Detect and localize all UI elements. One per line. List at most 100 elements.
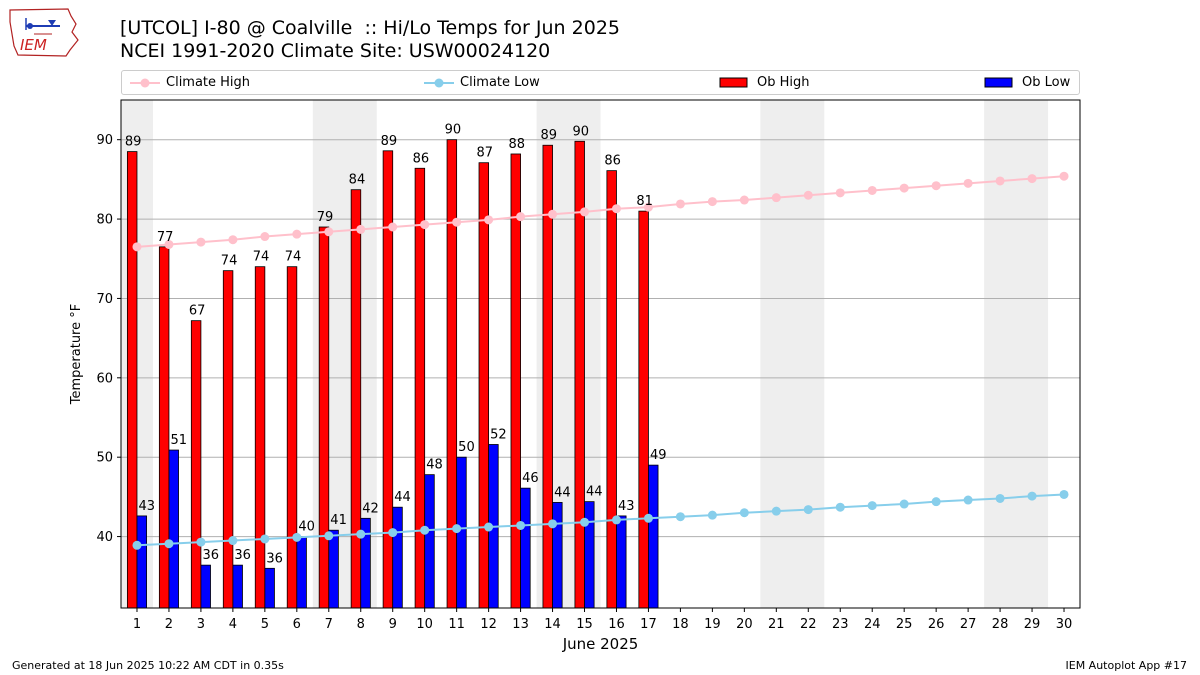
iem-logo: IEM	[9, 8, 79, 57]
climate-high-line	[136, 175, 1065, 248]
ob-low-bar	[200, 564, 211, 609]
climate-high-point	[707, 197, 717, 207]
x-tick-label: 15	[576, 617, 593, 632]
ob-low-label: 40	[298, 520, 315, 535]
climate-high-line-icon	[130, 78, 160, 87]
ob-high-bar	[510, 153, 521, 609]
ob-low-label: 50	[458, 440, 475, 455]
climate-high-point	[164, 239, 174, 249]
climate-low-point	[324, 531, 334, 541]
legend-ob-low-label: Ob Low	[1022, 75, 1071, 90]
ob-high-label: 90	[572, 124, 589, 139]
chart-subtitle: NCEI 1991-2020 Climate Site: USW00024120	[120, 40, 551, 62]
ob-low-bar	[648, 464, 659, 609]
ob-high-label: 86	[413, 151, 430, 166]
legend-ob-high-label: Ob High	[757, 75, 810, 90]
x-tick-label: 11	[448, 617, 465, 632]
ob-high-label: 86	[604, 154, 621, 169]
ob-low-bar	[392, 506, 403, 609]
ob-high-label: 90	[445, 123, 462, 138]
ob-low-label: 41	[330, 513, 347, 528]
climate-high-point	[611, 204, 621, 214]
ob-low-bar	[584, 501, 595, 609]
logo-text: IEM	[20, 36, 47, 54]
ob-low-bar	[328, 529, 339, 609]
ob-high-label: 88	[509, 137, 526, 152]
ob-low-bar	[520, 487, 531, 609]
ob-low-label: 51	[170, 433, 187, 448]
legend-climate-high-label: Climate High	[166, 75, 251, 90]
chart-legend: Climate High Climate Low Ob High Ob Low	[121, 70, 1080, 95]
y-tick-label: 80	[96, 213, 113, 228]
legend-ob-low: Ob Low	[984, 71, 1070, 94]
ob-low-bar	[264, 567, 275, 609]
climate-low-point	[516, 520, 526, 530]
x-tick-label: 29	[1024, 617, 1041, 632]
climate-low-point	[707, 510, 717, 520]
ob-low-label: 36	[266, 551, 283, 566]
climate-high-point	[420, 220, 430, 230]
ob-high-bar	[350, 189, 362, 609]
ob-high-bar	[158, 246, 170, 609]
climate-low-point	[835, 502, 845, 512]
x-tick-label: 7	[325, 617, 333, 632]
ob-high-bar	[126, 151, 138, 609]
climate-low-line-icon	[424, 78, 454, 87]
ob-low-swatch-icon	[984, 77, 1013, 87]
climate-low-point	[803, 505, 813, 515]
climate-low-point	[899, 499, 909, 509]
climate-high-point	[899, 183, 909, 193]
x-tick-label: 4	[229, 617, 237, 632]
x-tick-label: 30	[1056, 617, 1073, 632]
climate-high-point	[803, 190, 813, 200]
climate-high-point	[356, 224, 366, 234]
ob-low-label: 44	[554, 485, 571, 500]
ob-high-label: 81	[636, 194, 653, 209]
climate-high-point	[1027, 174, 1037, 184]
climate-low-line	[136, 493, 1065, 547]
weekend-band	[984, 100, 1049, 608]
legend-ob-high: Ob High	[719, 71, 810, 94]
ob-low-label: 46	[522, 471, 539, 486]
climate-high-point	[771, 193, 781, 203]
ob-high-label: 84	[349, 173, 366, 188]
ob-high-bar	[478, 162, 490, 609]
ob-high-bar	[318, 226, 330, 609]
climate-high-point	[484, 215, 494, 225]
ob-high-bar	[254, 266, 266, 609]
ob-low-label: 36	[202, 548, 219, 563]
x-tick-label: 18	[672, 617, 689, 632]
climate-high-point	[292, 229, 302, 239]
generated-timestamp: Generated at 18 Jun 2025 10:22 AM CDT in…	[12, 659, 284, 672]
climate-low-point	[388, 528, 398, 538]
ob-low-label: 42	[362, 501, 379, 516]
ob-low-bar	[168, 449, 179, 609]
x-tick-label: 6	[293, 617, 301, 632]
y-tick-label: 90	[96, 133, 113, 148]
x-tick-label: 9	[389, 617, 397, 632]
climate-low-point	[771, 506, 781, 516]
climate-high-point	[867, 185, 877, 195]
x-tick-label: 5	[261, 617, 269, 632]
ob-high-bar	[382, 150, 394, 609]
x-tick-label: 8	[357, 617, 365, 632]
climate-high-point	[132, 242, 142, 252]
ob-low-bar	[552, 502, 563, 609]
x-tick-label: 24	[864, 617, 881, 632]
x-tick-label: 17	[640, 617, 657, 632]
x-tick-label: 28	[992, 617, 1009, 632]
climate-high-point	[580, 207, 590, 217]
ob-high-label: 89	[381, 134, 398, 149]
ob-high-label: 74	[221, 254, 238, 269]
climate-low-point	[196, 537, 206, 547]
x-tick-label: 23	[832, 617, 849, 632]
climate-high-point	[995, 176, 1005, 186]
climate-low-point	[611, 515, 621, 525]
climate-low-point	[356, 529, 366, 539]
legend-climate-high: Climate High	[130, 71, 250, 94]
ob-high-label: 74	[285, 250, 302, 265]
climate-high-point	[516, 212, 526, 222]
climate-low-point	[164, 539, 174, 549]
ob-low-label: 43	[618, 499, 635, 514]
